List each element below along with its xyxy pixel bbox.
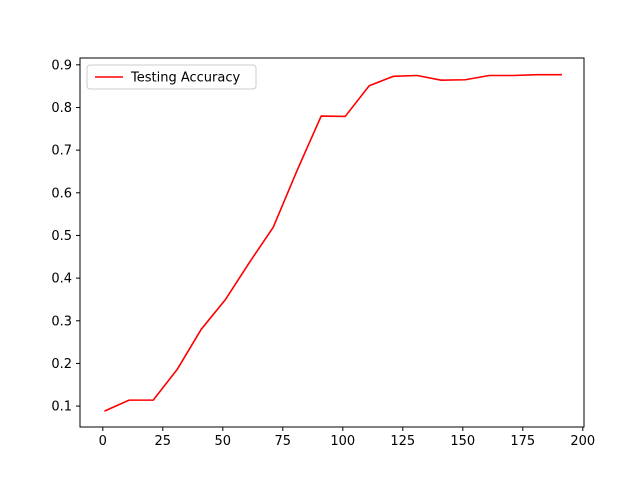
x-tick-label: 25	[155, 434, 172, 449]
y-tick-label: 0.2	[51, 357, 72, 372]
plot-layer	[104, 73, 563, 412]
x-tick-label: 50	[215, 434, 232, 449]
series-line-1	[104, 73, 563, 412]
y-tick-label: 0.6	[51, 186, 72, 201]
x-tick-label: 0	[99, 434, 107, 449]
y-tick-label: 0.1	[51, 400, 72, 415]
y-tick-label: 0.9	[51, 58, 72, 73]
y-tick-label: 0.7	[51, 144, 72, 159]
x-tick-label: 100	[330, 434, 355, 449]
y-tick-label: 0.3	[51, 314, 72, 329]
y-tick-label: 0.4	[51, 272, 72, 287]
x-tick-label: 150	[450, 434, 475, 449]
y-tick-label: 0.5	[51, 229, 72, 244]
x-tick-label: 175	[510, 434, 535, 449]
x-tick-label: 200	[570, 434, 595, 449]
y-tick-label: 0.8	[51, 101, 72, 116]
legend: Testing Accuracy	[86, 64, 257, 90]
x-tick-label: 75	[275, 434, 292, 449]
axes-layer: 0 25 50 75 100 125 150 175 200 0.1 0.2 0.3 0.4 0.5 0.6…	[51, 57, 595, 449]
legend-box	[86, 64, 257, 90]
plot-frame	[79, 57, 585, 428]
x-tick-label: 125	[390, 434, 415, 449]
legend-label: Testing Accuracy	[130, 71, 240, 86]
